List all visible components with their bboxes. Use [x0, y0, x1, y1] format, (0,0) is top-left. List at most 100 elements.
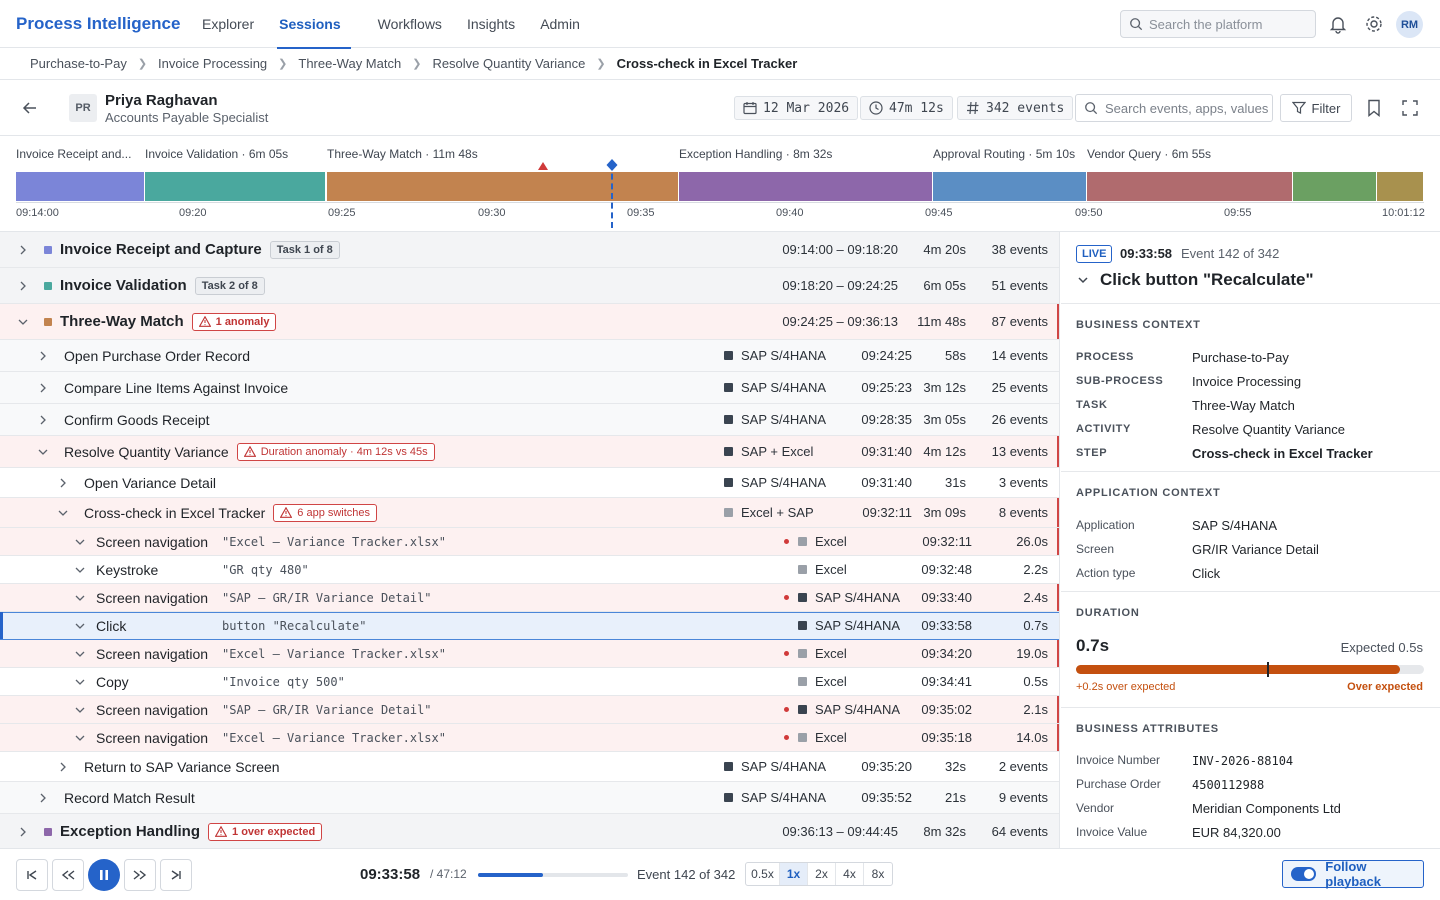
- substep-row[interactable]: Cross-check in Excel Tracker 6 app switc…: [0, 498, 1059, 528]
- task-row[interactable]: Invoice Validation Task 2 of 8 09:18:20 …: [0, 268, 1059, 304]
- breadcrumb-item[interactable]: Three-Way Match: [298, 56, 402, 71]
- substep-row[interactable]: Return to SAP Variance Screen SAP S/4HAN…: [0, 752, 1059, 782]
- step-row[interactable]: Open Purchase Order Record SAP S/4HANA 0…: [0, 340, 1059, 372]
- step-row[interactable]: Compare Line Items Against Invoice SAP S…: [0, 372, 1059, 404]
- context-value: Cross-check in Excel Tracker: [1192, 446, 1373, 461]
- event-row[interactable]: Screen navigation "SAP — GR/IR Variance …: [0, 584, 1059, 612]
- session-timeline[interactable]: Invoice Receipt and... Invoice Validatio…: [0, 136, 1440, 232]
- timeline-playhead[interactable]: [611, 164, 613, 228]
- chevron-down-icon[interactable]: [74, 732, 86, 744]
- over-expected-badge[interactable]: 1 over expected: [208, 822, 323, 841]
- chevron-right-icon[interactable]: [37, 382, 49, 394]
- bookmark-icon[interactable]: [1366, 99, 1382, 117]
- nav-tab-sessions[interactable]: Sessions: [277, 0, 352, 49]
- skip-to-end-button[interactable]: [160, 859, 192, 891]
- chevron-down-icon[interactable]: [74, 704, 86, 716]
- task-duration: 4m 20s: [923, 242, 966, 257]
- timeline-segment[interactable]: [1293, 172, 1376, 201]
- speed-option-active[interactable]: 1x: [780, 863, 808, 885]
- expand-icon[interactable]: [1402, 100, 1418, 116]
- clock-icon: [869, 101, 883, 115]
- event-row[interactable]: Keystroke "GR qty 480" Excel 09:32:48 2.…: [0, 556, 1059, 584]
- duration-bar-track: [1076, 662, 1424, 677]
- step-app: SAP S/4HANA: [724, 348, 826, 363]
- timeline-segment[interactable]: [1377, 172, 1423, 201]
- event-row[interactable]: Copy "Invoice qty 500" Excel 09:34:41 0.…: [0, 668, 1059, 696]
- task-row[interactable]: Exception Handling 1 over expected 09:36…: [0, 814, 1059, 848]
- nav-tab-insights[interactable]: Insights: [466, 15, 516, 32]
- speed-option[interactable]: 8x: [871, 867, 885, 881]
- chevron-right-icon[interactable]: [57, 761, 69, 773]
- section-heading: BUSINESS ATTRIBUTES: [1076, 723, 1219, 735]
- chevron-down-icon[interactable]: [74, 564, 86, 576]
- event-row[interactable]: Screen navigation "Excel — Variance Trac…: [0, 528, 1059, 556]
- timeline-segment[interactable]: [327, 172, 678, 201]
- event-app: SAP S/4HANA: [798, 618, 900, 633]
- breadcrumb-item[interactable]: Resolve Quantity Variance: [432, 56, 586, 71]
- step-title: Open Purchase Order Record: [64, 347, 250, 364]
- event-row[interactable]: Screen navigation "SAP — GR/IR Variance …: [0, 696, 1059, 724]
- timeline-segment[interactable]: [679, 172, 932, 201]
- step-row[interactable]: Confirm Goods Receipt SAP S/4HANA 09:28:…: [0, 404, 1059, 436]
- chevron-right-icon[interactable]: [37, 350, 49, 362]
- chevron-down-icon[interactable]: [74, 536, 86, 548]
- back-arrow-icon[interactable]: [20, 98, 40, 118]
- nav-tab-workflows[interactable]: Workflows: [377, 15, 442, 32]
- skip-to-start-button[interactable]: [16, 859, 48, 891]
- chevron-right-icon[interactable]: [37, 792, 49, 804]
- speed-option[interactable]: 2x: [808, 863, 836, 885]
- chevron-right-icon[interactable]: [17, 280, 29, 292]
- playback-current-time: 09:33:58: [360, 866, 421, 883]
- chevron-right-icon[interactable]: [57, 477, 69, 489]
- app-switch-badge[interactable]: 6 app switches: [273, 503, 378, 522]
- user-avatar[interactable]: RM: [1396, 11, 1423, 38]
- gear-icon[interactable]: [1364, 14, 1384, 34]
- filter-button[interactable]: Filter: [1280, 94, 1352, 122]
- nav-tab-admin[interactable]: Admin: [540, 15, 580, 32]
- platform-search-input[interactable]: Search the platform: [1120, 10, 1316, 38]
- chevron-right-icon[interactable]: [37, 414, 49, 426]
- chevron-down-icon[interactable]: [74, 648, 86, 660]
- event-row[interactable]: Screen navigation "Excel — Variance Trac…: [0, 640, 1059, 668]
- timeline-segment[interactable]: [16, 172, 144, 201]
- task-row[interactable]: Invoice Receipt and Capture Task 1 of 8 …: [0, 232, 1059, 268]
- chevron-down-icon[interactable]: [74, 676, 86, 688]
- chevron-down-icon[interactable]: [1077, 274, 1089, 286]
- event-row-selected[interactable]: Click button "Recalculate" SAP S/4HANA 0…: [0, 612, 1059, 640]
- fast-forward-button[interactable]: [124, 859, 156, 891]
- breadcrumb-item[interactable]: Purchase-to-Pay: [30, 56, 127, 71]
- timeline-segment[interactable]: [933, 172, 1086, 201]
- chevron-down-icon[interactable]: [17, 316, 29, 328]
- chevron-down-icon[interactable]: [57, 507, 69, 519]
- step-title: Record Match Result: [64, 789, 195, 806]
- chevron-down-icon[interactable]: [37, 446, 49, 458]
- timeline-segment[interactable]: [1087, 172, 1292, 201]
- timeline-segment[interactable]: [145, 172, 325, 201]
- sap-app-icon: [724, 447, 733, 456]
- bell-icon[interactable]: [1328, 14, 1348, 34]
- task-event-count: 51 events: [991, 278, 1048, 293]
- duration-anomaly-badge[interactable]: Duration anomaly · 4m 12s vs 45s: [236, 442, 435, 461]
- anomaly-marker-icon[interactable]: [538, 162, 548, 170]
- speed-option[interactable]: 0.5x: [746, 863, 780, 885]
- speed-option[interactable]: 4x: [836, 863, 864, 885]
- breadcrumb-item[interactable]: Invoice Processing: [158, 56, 268, 71]
- event-row[interactable]: Screen navigation "Excel — Variance Trac…: [0, 724, 1059, 752]
- brand-logo[interactable]: Process Intelligence: [16, 13, 181, 33]
- substep-row[interactable]: Open Variance Detail SAP S/4HANA 09:31:4…: [0, 468, 1059, 498]
- follow-playback-toggle[interactable]: Follow playback: [1282, 859, 1424, 889]
- chevron-right-icon[interactable]: [17, 244, 29, 256]
- task-row[interactable]: Three-Way Match 1 anomaly 09:24:25 – 09:…: [0, 304, 1059, 340]
- rewind-button[interactable]: [52, 859, 84, 891]
- anomaly-badge[interactable]: 1 anomaly: [191, 312, 277, 331]
- chevron-down-icon[interactable]: [74, 620, 86, 632]
- pause-button[interactable]: [88, 859, 120, 891]
- step-row[interactable]: Resolve Quantity Variance Duration anoma…: [0, 436, 1059, 468]
- chevron-down-icon[interactable]: [74, 592, 86, 604]
- step-row[interactable]: Record Match Result SAP S/4HANA 09:35:52…: [0, 782, 1059, 814]
- playback-progress-track[interactable]: [478, 873, 628, 877]
- playhead-handle-icon[interactable]: [605, 158, 619, 172]
- chevron-right-icon[interactable]: [17, 826, 29, 838]
- nav-tab-explorer[interactable]: Explorer: [202, 15, 255, 32]
- event-search-input[interactable]: Search events, apps, values: [1075, 94, 1273, 122]
